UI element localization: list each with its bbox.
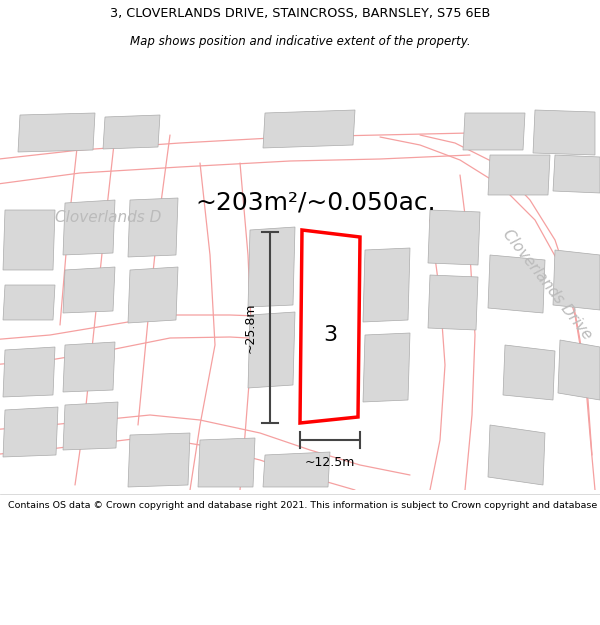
Polygon shape (103, 115, 160, 149)
Polygon shape (3, 210, 55, 270)
Polygon shape (63, 402, 118, 450)
Polygon shape (3, 285, 55, 320)
Polygon shape (553, 250, 600, 310)
Polygon shape (363, 333, 410, 402)
Polygon shape (248, 227, 295, 307)
Polygon shape (128, 198, 178, 257)
Text: ~12.5m: ~12.5m (305, 456, 355, 469)
Polygon shape (428, 275, 478, 330)
Polygon shape (198, 438, 255, 487)
Polygon shape (553, 155, 600, 193)
Polygon shape (128, 267, 178, 323)
Text: Cloverlands D: Cloverlands D (55, 209, 161, 224)
Polygon shape (3, 347, 55, 397)
Polygon shape (263, 110, 355, 148)
Polygon shape (63, 267, 115, 313)
Polygon shape (503, 345, 555, 400)
Polygon shape (488, 155, 550, 195)
Polygon shape (18, 113, 95, 152)
Polygon shape (463, 113, 525, 150)
Polygon shape (263, 452, 330, 487)
Polygon shape (428, 210, 480, 265)
Text: 3: 3 (323, 325, 337, 345)
Polygon shape (558, 340, 600, 400)
Polygon shape (300, 230, 360, 423)
Text: 3, CLOVERLANDS DRIVE, STAINCROSS, BARNSLEY, S75 6EB: 3, CLOVERLANDS DRIVE, STAINCROSS, BARNSL… (110, 8, 490, 20)
Polygon shape (488, 425, 545, 485)
Polygon shape (63, 342, 115, 392)
Text: Cloverlands Drive: Cloverlands Drive (500, 227, 595, 343)
Polygon shape (128, 433, 190, 487)
Text: Contains OS data © Crown copyright and database right 2021. This information is : Contains OS data © Crown copyright and d… (8, 501, 600, 510)
Polygon shape (63, 200, 115, 255)
Polygon shape (533, 110, 595, 155)
Text: ~25.8m: ~25.8m (244, 302, 257, 352)
Polygon shape (363, 248, 410, 322)
Text: ~203m²/~0.050ac.: ~203m²/~0.050ac. (195, 191, 436, 215)
Text: Map shows position and indicative extent of the property.: Map shows position and indicative extent… (130, 35, 470, 48)
Polygon shape (3, 407, 58, 457)
Polygon shape (248, 312, 295, 388)
Polygon shape (488, 255, 545, 313)
